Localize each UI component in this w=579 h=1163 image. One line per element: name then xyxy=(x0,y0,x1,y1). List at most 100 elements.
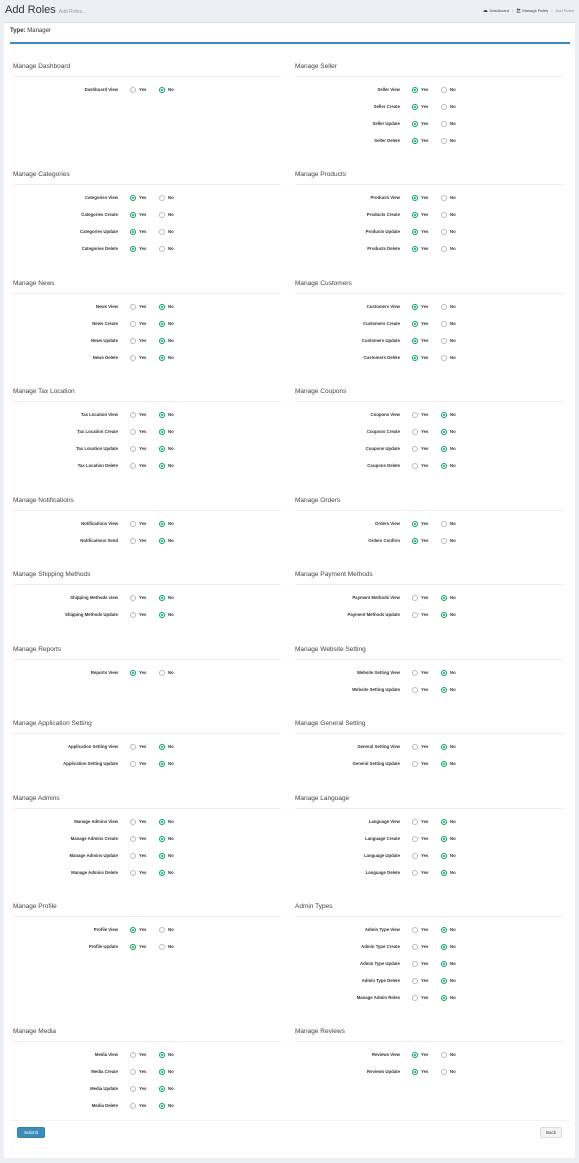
radio-label-no[interactable]: No xyxy=(168,338,174,343)
radio-label-yes[interactable]: Yes xyxy=(421,87,429,92)
radio-no-checked[interactable] xyxy=(159,595,165,601)
radio-yes[interactable] xyxy=(130,870,136,876)
radio-label-yes[interactable]: Yes xyxy=(139,463,147,468)
radio-label-yes[interactable]: Yes xyxy=(421,429,429,434)
radio-label-yes[interactable]: Yes xyxy=(421,595,429,600)
radio-label-yes[interactable]: Yes xyxy=(139,355,147,360)
radio-label-yes[interactable]: Yes xyxy=(421,761,429,766)
radio-label-no[interactable]: No xyxy=(450,321,456,326)
radio-label-no[interactable]: No xyxy=(168,819,174,824)
radio-no-checked[interactable] xyxy=(159,761,165,767)
radio-label-yes[interactable]: Yes xyxy=(421,195,429,200)
radio-yes[interactable] xyxy=(412,612,418,618)
radio-yes[interactable] xyxy=(412,670,418,676)
radio-yes-checked[interactable] xyxy=(412,195,418,201)
radio-label-no[interactable]: No xyxy=(450,121,456,126)
radio-label-no[interactable]: No xyxy=(168,246,174,251)
radio-label-yes[interactable]: Yes xyxy=(421,978,429,983)
radio-yes[interactable] xyxy=(130,321,136,327)
radio-yes[interactable] xyxy=(412,870,418,876)
radio-yes[interactable] xyxy=(130,355,136,361)
radio-label-yes[interactable]: Yes xyxy=(421,321,429,326)
radio-no-checked[interactable] xyxy=(441,670,447,676)
radio-label-no[interactable]: No xyxy=(168,853,174,858)
radio-no[interactable] xyxy=(441,538,447,544)
radio-label-yes[interactable]: Yes xyxy=(421,870,429,875)
radio-no-checked[interactable] xyxy=(441,819,447,825)
radio-no-checked[interactable] xyxy=(441,463,447,469)
radio-label-yes[interactable]: Yes xyxy=(421,463,429,468)
radio-label-no[interactable]: No xyxy=(168,412,174,417)
radio-no-checked[interactable] xyxy=(159,521,165,527)
radio-label-no[interactable]: No xyxy=(168,612,174,617)
radio-yes[interactable] xyxy=(130,744,136,750)
radio-yes[interactable] xyxy=(412,744,418,750)
radio-yes-checked[interactable] xyxy=(412,304,418,310)
radio-label-yes[interactable]: Yes xyxy=(139,1103,147,1108)
radio-no[interactable] xyxy=(441,212,447,218)
radio-no[interactable] xyxy=(159,246,165,252)
radio-yes-checked[interactable] xyxy=(412,138,418,144)
radio-label-no[interactable]: No xyxy=(450,1069,456,1074)
radio-label-yes[interactable]: Yes xyxy=(139,819,147,824)
radio-label-no[interactable]: No xyxy=(450,212,456,217)
radio-no-checked[interactable] xyxy=(159,338,165,344)
radio-label-yes[interactable]: Yes xyxy=(421,212,429,217)
radio-label-no[interactable]: No xyxy=(168,944,174,949)
radio-no[interactable] xyxy=(441,104,447,110)
radio-label-no[interactable]: No xyxy=(168,446,174,451)
radio-label-no[interactable]: No xyxy=(168,87,174,92)
radio-no-checked[interactable] xyxy=(159,1086,165,1092)
radio-no[interactable] xyxy=(159,212,165,218)
radio-label-no[interactable]: No xyxy=(450,538,456,543)
radio-yes-checked[interactable] xyxy=(412,246,418,252)
radio-label-yes[interactable]: Yes xyxy=(139,446,147,451)
radio-no-checked[interactable] xyxy=(441,744,447,750)
radio-no[interactable] xyxy=(441,121,447,127)
radio-yes-checked[interactable] xyxy=(130,195,136,201)
radio-label-yes[interactable]: Yes xyxy=(421,538,429,543)
radio-label-yes[interactable]: Yes xyxy=(139,1069,147,1074)
radio-label-no[interactable]: No xyxy=(450,355,456,360)
radio-label-yes[interactable]: Yes xyxy=(139,229,147,234)
radio-yes[interactable] xyxy=(130,521,136,527)
radio-label-yes[interactable]: Yes xyxy=(139,338,147,343)
radio-label-no[interactable]: No xyxy=(450,870,456,875)
radio-yes[interactable] xyxy=(412,836,418,842)
radio-label-yes[interactable]: Yes xyxy=(421,338,429,343)
radio-no-checked[interactable] xyxy=(441,412,447,418)
radio-no-checked[interactable] xyxy=(159,412,165,418)
radio-yes[interactable] xyxy=(130,1086,136,1092)
radio-yes[interactable] xyxy=(412,978,418,984)
radio-label-no[interactable]: No xyxy=(168,1052,174,1057)
radio-yes-checked[interactable] xyxy=(412,521,418,527)
radio-no-checked[interactable] xyxy=(441,961,447,967)
radio-no-checked[interactable] xyxy=(159,744,165,750)
radio-label-no[interactable]: No xyxy=(450,978,456,983)
radio-label-no[interactable]: No xyxy=(168,1069,174,1074)
radio-label-yes[interactable]: Yes xyxy=(421,1052,429,1057)
radio-no-checked[interactable] xyxy=(159,1052,165,1058)
radio-no[interactable] xyxy=(441,355,447,361)
radio-label-yes[interactable]: Yes xyxy=(139,595,147,600)
radio-label-yes[interactable]: Yes xyxy=(139,521,147,526)
radio-yes[interactable] xyxy=(412,446,418,452)
radio-label-no[interactable]: No xyxy=(450,853,456,858)
radio-label-yes[interactable]: Yes xyxy=(421,836,429,841)
radio-label-no[interactable]: No xyxy=(168,870,174,875)
radio-no-checked[interactable] xyxy=(159,853,165,859)
radio-label-yes[interactable]: Yes xyxy=(139,429,147,434)
radio-label-no[interactable]: No xyxy=(450,87,456,92)
radio-yes[interactable] xyxy=(130,338,136,344)
radio-yes[interactable] xyxy=(130,1103,136,1109)
radio-label-no[interactable]: No xyxy=(450,138,456,143)
radio-label-yes[interactable]: Yes xyxy=(139,927,147,932)
radio-label-no[interactable]: No xyxy=(168,744,174,749)
radio-label-no[interactable]: No xyxy=(450,687,456,692)
radio-yes-checked[interactable] xyxy=(412,338,418,344)
submit-button[interactable]: Submit xyxy=(17,1127,45,1138)
radio-label-yes[interactable]: Yes xyxy=(139,412,147,417)
radio-no-checked[interactable] xyxy=(159,304,165,310)
radio-no-checked[interactable] xyxy=(441,870,447,876)
radio-label-no[interactable]: No xyxy=(168,321,174,326)
